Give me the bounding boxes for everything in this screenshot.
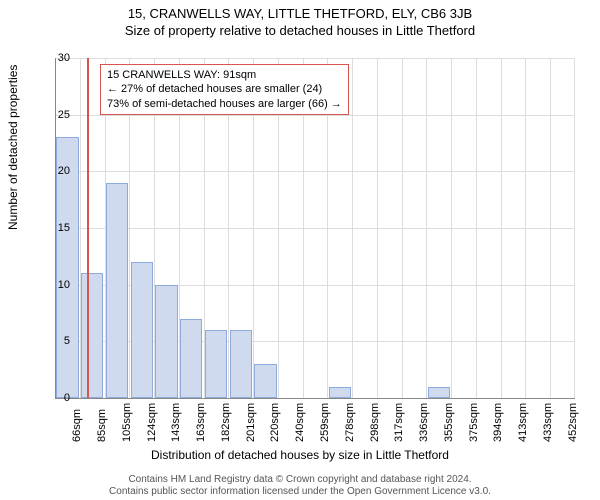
x-axis-label: Distribution of detached houses by size … <box>0 448 600 462</box>
xtick-label: 143sqm <box>170 403 182 442</box>
gridline-v <box>476 58 477 398</box>
ytick-label: 30 <box>40 52 70 64</box>
xtick-label: 375sqm <box>468 403 480 442</box>
plot: 15 CRANWELLS WAY: 91sqm← 27% of detached… <box>55 58 575 398</box>
footer-line-2: Contains public sector information licen… <box>0 486 600 498</box>
footer-line-1: Contains HM Land Registry data © Crown c… <box>0 474 600 486</box>
xtick-label: 163sqm <box>195 403 207 442</box>
bar <box>254 364 276 398</box>
xtick-label: 336sqm <box>418 403 430 442</box>
ytick-label: 10 <box>40 279 70 291</box>
xtick-label: 85sqm <box>96 409 108 442</box>
xtick-label: 278sqm <box>344 403 356 442</box>
gridline-h <box>55 228 575 229</box>
xtick-label: 66sqm <box>71 409 83 442</box>
gridline-v <box>402 58 403 398</box>
xtick-label: 413sqm <box>517 403 529 442</box>
bar <box>329 387 351 398</box>
chart-wrap: { "title_main": "15, CRANWELLS WAY, LITT… <box>0 0 600 500</box>
xtick-label: 394sqm <box>492 403 504 442</box>
reference-line <box>87 58 89 398</box>
xtick-label: 220sqm <box>269 403 281 442</box>
page-title: 15, CRANWELLS WAY, LITTLE THETFORD, ELY,… <box>0 0 600 21</box>
bar <box>205 330 227 398</box>
xtick-label: 298sqm <box>369 403 381 442</box>
gridline-v <box>550 58 551 398</box>
gridline-v <box>426 58 427 398</box>
ytick-label: 20 <box>40 165 70 177</box>
page-subtitle: Size of property relative to detached ho… <box>0 21 600 38</box>
bar <box>180 319 202 398</box>
ytick-label: 5 <box>40 335 70 347</box>
info-box-line: ← 27% of detached houses are smaller (24… <box>107 82 342 96</box>
xtick-label: 259sqm <box>319 403 331 442</box>
xtick-label: 105sqm <box>121 403 133 442</box>
bar <box>131 262 153 398</box>
bar <box>155 285 177 398</box>
y-axis-label: Number of detached properties <box>6 65 20 230</box>
xtick-label: 124sqm <box>146 403 158 442</box>
xtick-label: 201sqm <box>245 403 257 442</box>
info-box: 15 CRANWELLS WAY: 91sqm← 27% of detached… <box>100 64 349 115</box>
xtick-label: 452sqm <box>567 403 579 442</box>
gridline-v <box>501 58 502 398</box>
bar <box>81 273 103 398</box>
gridline-v <box>451 58 452 398</box>
xtick-label: 433sqm <box>542 403 554 442</box>
bar <box>230 330 252 398</box>
gridline-h <box>55 398 575 399</box>
gridline-v <box>525 58 526 398</box>
gridline-v <box>574 58 575 398</box>
xtick-label: 182sqm <box>220 403 232 442</box>
bar <box>428 387 450 398</box>
xtick-label: 240sqm <box>294 403 306 442</box>
info-box-line: 15 CRANWELLS WAY: 91sqm <box>107 68 342 82</box>
info-box-line: 73% of semi-detached houses are larger (… <box>107 97 342 111</box>
bar <box>106 183 128 398</box>
xtick-label: 355sqm <box>443 403 455 442</box>
ytick-label: 25 <box>40 109 70 121</box>
chart-area: 15 CRANWELLS WAY: 91sqm← 27% of detached… <box>55 58 575 398</box>
gridline-h <box>55 171 575 172</box>
xtick-label: 317sqm <box>393 403 405 442</box>
gridline-v <box>377 58 378 398</box>
gridline-v <box>352 58 353 398</box>
footer: Contains HM Land Registry data © Crown c… <box>0 474 600 498</box>
ytick-label: 0 <box>40 392 70 404</box>
ytick-label: 15 <box>40 222 70 234</box>
gridline-h <box>55 58 575 59</box>
